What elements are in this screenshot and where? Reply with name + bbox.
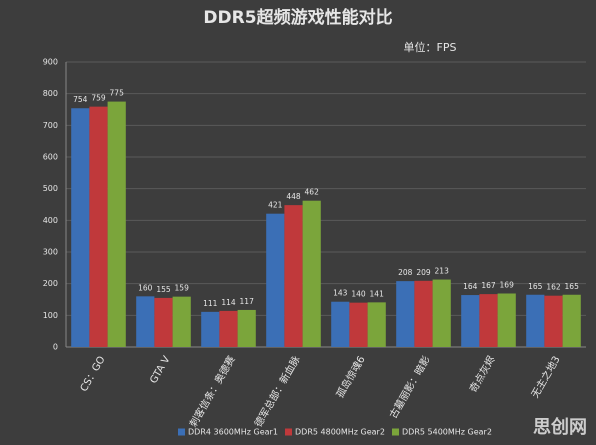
data-label: 159 — [175, 284, 190, 293]
data-label: 143 — [333, 289, 348, 298]
data-label: 209 — [416, 268, 431, 277]
watermark: 思创网 — [533, 416, 587, 438]
data-label: 111 — [203, 299, 218, 308]
legend-label: DDR4 3600MHz Gear1 — [188, 428, 278, 437]
bar — [219, 310, 238, 347]
data-label: 754 — [73, 95, 88, 104]
bar — [284, 205, 303, 347]
legend-label: DDR5 4800MHz Gear2 — [295, 428, 385, 437]
bar — [107, 101, 126, 347]
bar — [479, 294, 498, 347]
data-label: 775 — [110, 89, 125, 98]
bar — [461, 295, 480, 347]
data-label: 448 — [286, 192, 301, 201]
bar — [266, 213, 285, 347]
y-tick-label: 700 — [43, 121, 58, 130]
bar — [154, 297, 173, 347]
data-label: 759 — [91, 94, 106, 103]
chart-title: DDR5超频游戏性能对比 — [203, 7, 392, 28]
chart-subtitle: 单位：FPS — [404, 40, 457, 54]
legend-swatch — [178, 428, 185, 436]
y-tick-label: 900 — [43, 58, 58, 67]
bar — [526, 294, 545, 347]
y-tick-label: 0 — [53, 343, 58, 352]
data-label: 213 — [435, 267, 450, 276]
legend-swatch — [285, 428, 292, 436]
bar — [302, 200, 321, 347]
bar — [172, 296, 191, 347]
data-label: 165 — [565, 282, 580, 291]
data-label: 114 — [221, 298, 236, 307]
y-tick-label: 600 — [43, 153, 58, 162]
data-label: 117 — [240, 297, 255, 306]
bar — [497, 293, 516, 347]
data-label: 141 — [370, 289, 385, 298]
bar — [349, 302, 368, 347]
bar — [237, 309, 256, 347]
bar — [331, 301, 350, 347]
bar — [544, 295, 563, 347]
data-label: 155 — [156, 285, 171, 294]
data-label: 165 — [528, 282, 543, 291]
bar — [367, 302, 386, 347]
bar — [432, 279, 451, 347]
data-label: 167 — [481, 281, 496, 290]
y-tick-label: 800 — [43, 89, 58, 98]
data-label: 462 — [305, 188, 320, 197]
bar — [71, 108, 90, 347]
legend-label: DDR5 5400MHz Gear2 — [402, 428, 492, 437]
data-label: 160 — [138, 283, 153, 292]
bar — [201, 311, 220, 347]
y-tick-label: 400 — [43, 216, 58, 225]
legend-swatch — [392, 428, 399, 436]
y-tick-label: 200 — [43, 279, 58, 288]
data-label: 162 — [546, 283, 561, 292]
data-label: 169 — [500, 280, 515, 289]
y-tick-label: 100 — [43, 311, 58, 320]
y-tick-label: 300 — [43, 248, 58, 257]
bar — [396, 281, 415, 347]
bar — [89, 106, 108, 348]
bar — [136, 296, 155, 347]
data-label: 421 — [268, 201, 283, 210]
y-tick-label: 500 — [43, 184, 58, 193]
data-label: 208 — [398, 268, 413, 277]
data-label: 164 — [463, 282, 478, 291]
data-label: 140 — [351, 290, 366, 299]
bar — [562, 294, 581, 347]
bar — [414, 280, 433, 347]
